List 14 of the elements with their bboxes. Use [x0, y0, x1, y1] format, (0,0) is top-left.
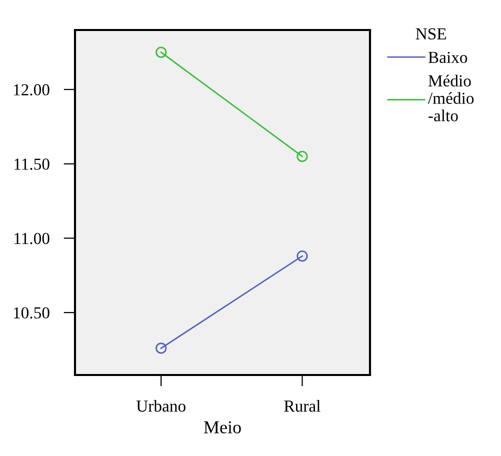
y-tick-label: 12.00 [14, 84, 50, 96]
y-tick-label: 11.50 [14, 158, 50, 170]
point [296, 250, 308, 262]
legend-label: Baixo [428, 52, 468, 64]
point [156, 46, 167, 58]
legend-title: NSE [416, 28, 446, 40]
x-tick-label: Urbano [136, 400, 186, 412]
y-tick-label: 10.50 [14, 307, 50, 319]
x-tick-label: Rural [284, 400, 320, 412]
point [156, 342, 167, 354]
x-axis-title: Meio [204, 421, 241, 434]
y-tick-label: 11.00 [14, 232, 50, 244]
point [296, 150, 308, 162]
legend-label: Médio /médio -alto [428, 74, 474, 122]
